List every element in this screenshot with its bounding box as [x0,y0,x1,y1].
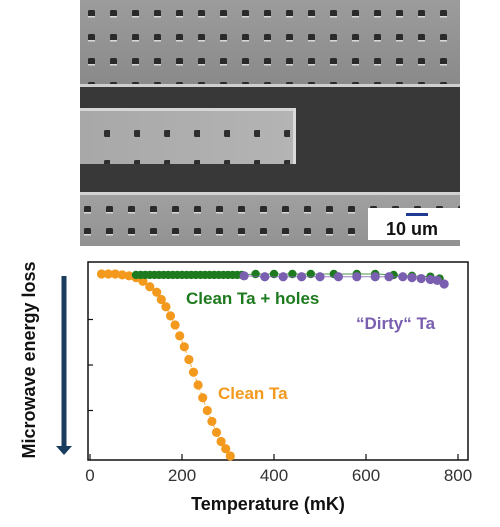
point-clean-ta-16 [188,367,199,377]
point-dirty-ta-7 [370,272,380,282]
x-axis-label: Temperature (mK) [191,494,345,514]
point-clean-ta-7 [145,282,155,292]
point-dirty-ta-14 [439,279,449,289]
point-clean-ta-12 [170,320,180,330]
x-tick-label-600: 600 [352,466,380,485]
point-dirty-ta-11 [416,273,426,284]
point-dirty-ta-12 [425,274,435,285]
point-dirty-ta-6 [352,272,362,282]
point-dirty-ta-4 [315,272,325,282]
point-clean-ta-24 [225,451,235,461]
point-dirty-ta-13 [432,275,442,285]
y-axis-label: Microwave energy loss [19,261,39,458]
point-dirty-ta-5 [333,272,343,282]
point-dirty-ta-0 [239,271,249,281]
x-tick-label-400: 400 [260,466,288,485]
point-clean-ta-21 [211,427,222,437]
annotation-clean-ta: Clean Ta [218,384,288,403]
series-layer [96,269,449,461]
point-clean-ta-18 [198,393,208,403]
x-tick-label-200: 200 [168,466,196,485]
point-clean-ta-1 [103,269,113,279]
y-ticks [88,318,93,412]
point-clean-ta-19 [202,405,212,416]
point-clean-ta-holes-26 [288,269,297,279]
point-clean-ta-11 [165,311,176,321]
point-dirty-ta-9 [398,272,408,282]
y-axis-arrow-head [56,446,72,455]
point-clean-ta-9 [156,294,166,305]
point-clean-ta-3 [117,270,127,280]
scale-bar-label: 10 um [386,219,439,239]
point-clean-ta-22 [216,436,226,447]
point-clean-ta-4 [124,271,134,281]
x-tick-label-800: 800 [444,466,472,485]
point-clean-ta-14 [179,342,189,352]
point-clean-ta-15 [184,354,194,365]
point-clean-ta-23 [221,444,231,454]
plot-frame [87,261,469,461]
point-dirty-ta-1 [260,272,270,282]
point-dirty-ta-3 [297,272,307,282]
point-clean-ta-2 [110,269,120,279]
scale-bar: 10 um [368,208,460,240]
x-tick-label-0: 0 [85,466,94,485]
point-clean-ta-holes-25 [269,269,279,279]
point-dirty-ta-10 [407,273,417,283]
point-clean-ta-13 [175,331,185,341]
annotation-clean-ta-holes: Clean Ta + holes [186,289,319,308]
point-clean-ta-holes-27 [306,269,315,279]
chart: Microwave energy loss 0 200 400 600 800 Clea… [19,261,472,514]
point-dirty-ta-8 [384,272,394,282]
point-clean-ta-10 [161,302,171,312]
annotation-dirty-ta: “Dirty“ Ta [356,314,436,333]
point-clean-ta-20 [207,416,217,427]
scale-bar-line [406,213,428,216]
x-ticks: 0 200 400 600 800 [85,454,472,485]
point-clean-ta-17 [193,380,203,390]
point-clean-ta-8 [152,287,162,297]
point-clean-ta-0 [96,269,107,279]
point-dirty-ta-2 [278,272,288,282]
